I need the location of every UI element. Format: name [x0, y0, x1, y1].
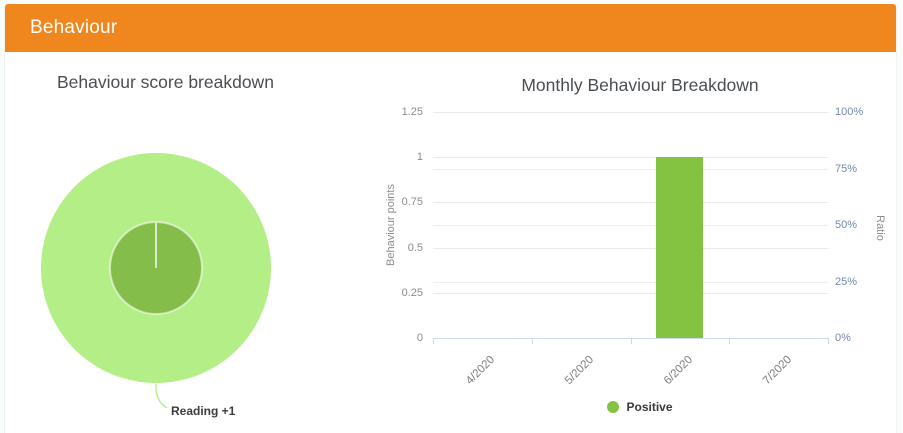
y-tick-label-left: 0.75: [401, 196, 423, 209]
y-tick-label-left: 1.25: [401, 106, 423, 118]
card-header: Behaviour: [5, 4, 896, 52]
pie-label-leader-line: [155, 383, 168, 409]
behaviour-score-pie-chart: [41, 153, 271, 409]
y-tick-label-right: 100%: [835, 106, 864, 118]
y-tick-label-right: 25%: [835, 275, 858, 288]
page-title: Behaviour: [30, 17, 118, 38]
y-tick-label-left: 0.25: [401, 286, 423, 299]
gridline-right-axis: [433, 168, 828, 170]
gridline-right-axis: [433, 225, 828, 226]
pie-slice-label: Reading +1: [171, 404, 236, 418]
legend-item-positive[interactable]: Positive: [607, 400, 673, 414]
y-axis-right-title: Ratio: [874, 215, 886, 241]
pie-chart-title: Behaviour score breakdown: [57, 72, 274, 92]
x-axis-tick-mark: [729, 338, 731, 344]
behaviour-card: Behaviour Behaviour score breakdown Read…: [4, 4, 897, 433]
bar-positive-6/2020[interactable]: [656, 157, 704, 338]
y-tick-label-right: 75%: [835, 162, 858, 175]
y-tick-label-right: 0%: [835, 332, 851, 344]
gridline-left-axis: [433, 247, 828, 249]
monthly-behaviour-bar-chart: Monthly Behaviour Breakdown Behaviour po…: [384, 70, 896, 430]
gridline-right-axis: [433, 281, 828, 283]
gridline-left-axis: [433, 292, 828, 294]
y-tick-label-left: 0.5: [407, 241, 423, 254]
x-axis-tick-mark: [433, 338, 434, 344]
bar-plot-area: [433, 112, 829, 344]
y-tick-label-right: 50%: [835, 219, 858, 231]
x-axis-tick-mark: [828, 338, 829, 344]
x-axis-tick-mark: [630, 338, 632, 344]
chart-legend: Positive: [384, 400, 896, 414]
y-tick-label-left: 1: [416, 151, 423, 164]
bar-chart-title: Monthly Behaviour Breakdown: [521, 75, 759, 95]
x-axis-tick-mark: [531, 338, 533, 344]
gridline-left-axis: [433, 202, 828, 204]
legend-swatch-icon: [607, 401, 620, 413]
legend-label: Positive: [626, 400, 673, 414]
gridline-left-axis: [433, 112, 828, 113]
y-tick-label-left: 0: [416, 332, 423, 344]
gridline-left-axis: [433, 157, 828, 159]
